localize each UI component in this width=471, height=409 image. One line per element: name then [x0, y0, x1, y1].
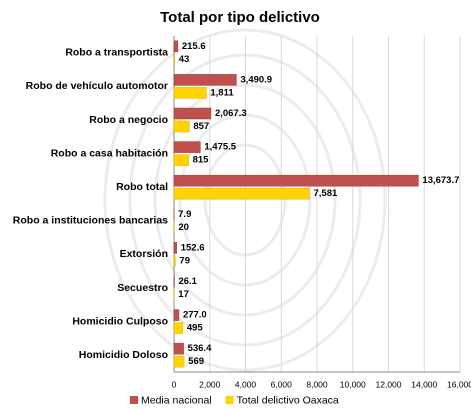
value-label: 215.6	[182, 41, 206, 52]
value-label: 7,581	[314, 188, 338, 199]
bar	[173, 74, 237, 86]
bar	[173, 53, 176, 66]
value-label: 20	[178, 222, 189, 233]
value-label: 536.4	[188, 343, 212, 354]
legend-swatch	[225, 396, 234, 404]
bar	[173, 255, 176, 267]
value-label: 1,811	[210, 87, 234, 98]
category-label: Homicidio Culposo	[72, 315, 168, 327]
value-label: 152.6	[181, 242, 205, 253]
bar	[173, 87, 207, 99]
value-label: 1,475.5	[204, 142, 236, 153]
category-label: Robo total	[116, 181, 168, 193]
value-label: 2,067.3	[215, 108, 247, 119]
value-label: 277.0	[183, 310, 207, 321]
x-tick-label: 14,000	[411, 379, 437, 389]
value-label: 17	[178, 289, 189, 300]
x-tick-label: 0	[172, 379, 177, 389]
bar	[173, 40, 179, 53]
value-label: 43	[179, 54, 190, 65]
x-tick-label: 6,000	[271, 379, 293, 389]
bar	[173, 120, 190, 133]
x-tick-label: 2,000	[199, 379, 221, 389]
legend-label: Total delictivo Oaxaca	[237, 394, 339, 406]
bar	[173, 309, 180, 321]
x-tick-label: 16,000	[447, 379, 471, 389]
bar	[173, 355, 185, 368]
x-tick-label: 12,000	[376, 379, 402, 389]
category-label: Extorsión	[120, 248, 168, 260]
bar	[173, 242, 177, 254]
bar	[173, 342, 184, 355]
value-label: 495	[187, 323, 204, 334]
value-label: 569	[188, 356, 204, 367]
value-label: 7.9	[178, 209, 191, 220]
bar	[173, 107, 212, 120]
category-label: Robo a transportista	[65, 47, 168, 59]
bar	[173, 154, 189, 166]
value-label: 79	[179, 255, 190, 266]
category-label: Robo de vehículo automotor	[26, 80, 168, 92]
value-label: 26.1	[178, 276, 197, 287]
category-label: Homicidio Doloso	[79, 349, 168, 361]
bar	[173, 322, 184, 334]
category-label: Robo a instituciones bancarias	[13, 215, 168, 227]
legend-label: Media nacional	[141, 394, 212, 406]
category-label: Secuestro	[117, 282, 168, 294]
x-tick-label: 10,000	[340, 379, 366, 389]
category-label: Robo a casa habitación	[51, 147, 168, 159]
value-label: 857	[193, 121, 209, 132]
legend-swatch	[130, 396, 138, 404]
chart-title: Total por tipo delictivo	[160, 9, 320, 26]
x-tick-label: 8,000	[306, 379, 328, 389]
category-label: Robo a negocio	[89, 114, 168, 126]
bar	[173, 187, 310, 200]
bar	[173, 141, 201, 153]
value-label: 815	[193, 155, 210, 166]
bar	[173, 174, 419, 187]
value-label: 3,490.9	[240, 74, 272, 85]
value-label: 13,673.7	[422, 175, 459, 186]
x-tick-label: 4,000	[235, 379, 257, 389]
